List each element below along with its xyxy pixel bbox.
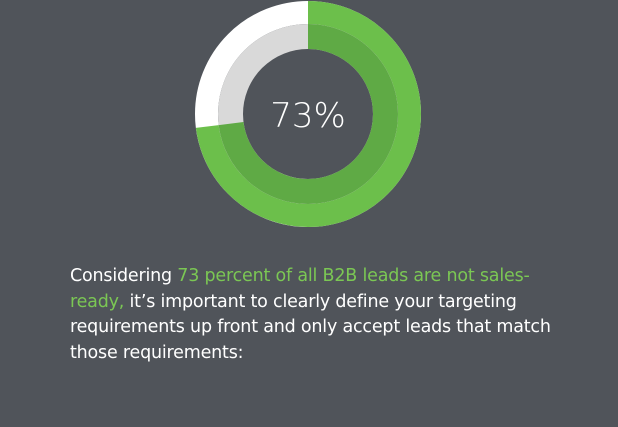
caption-lead: Considering: [70, 266, 178, 286]
caption-highlight: 73 percent of all B2B leads are not sale…: [70, 266, 530, 312]
caption-text: Considering 73 percent of all B2B leads …: [70, 264, 570, 366]
caption-rest: it’s important to clearly define your ta…: [70, 291, 551, 363]
inner-ring-slice-not-ready: [218, 24, 398, 204]
outer-ring-slice-not-ready: [195, 1, 421, 227]
donut-chart: 73%: [195, 1, 421, 227]
center-percent-label: 73%: [270, 96, 346, 136]
